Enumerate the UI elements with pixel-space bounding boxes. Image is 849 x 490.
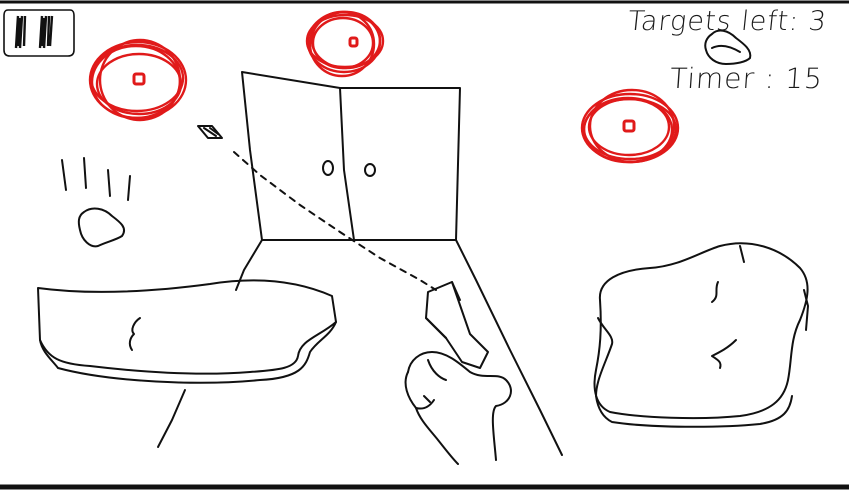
crosshair-icon (197, 125, 223, 139)
timer-display: Timer : 15 (669, 62, 824, 95)
target-left[interactable] (88, 38, 188, 122)
gun-icon (425, 281, 489, 369)
left-platform (37, 279, 337, 384)
small-rock (704, 29, 752, 65)
targets-left-value: 3 (807, 6, 829, 37)
timer-separator: : (753, 62, 787, 95)
back-wall (157, 71, 563, 456)
targets-left-label: Targets left (626, 6, 791, 37)
timer-label: Timer (668, 62, 757, 95)
timer-value: 15 (784, 62, 825, 95)
hand-icon (404, 351, 512, 465)
pause-button[interactable] (2, 6, 76, 58)
aim-line (233, 151, 437, 291)
target-bullseye (348, 36, 359, 48)
right-platform (593, 242, 809, 428)
targets-left-counter: Targets left: 3 (627, 6, 829, 37)
falling-rock (61, 157, 131, 248)
pause-icon (3, 9, 75, 57)
target-right[interactable] (580, 88, 680, 164)
target-center[interactable] (305, 10, 385, 78)
target-bullseye (622, 119, 636, 133)
target-bullseye (132, 72, 146, 86)
